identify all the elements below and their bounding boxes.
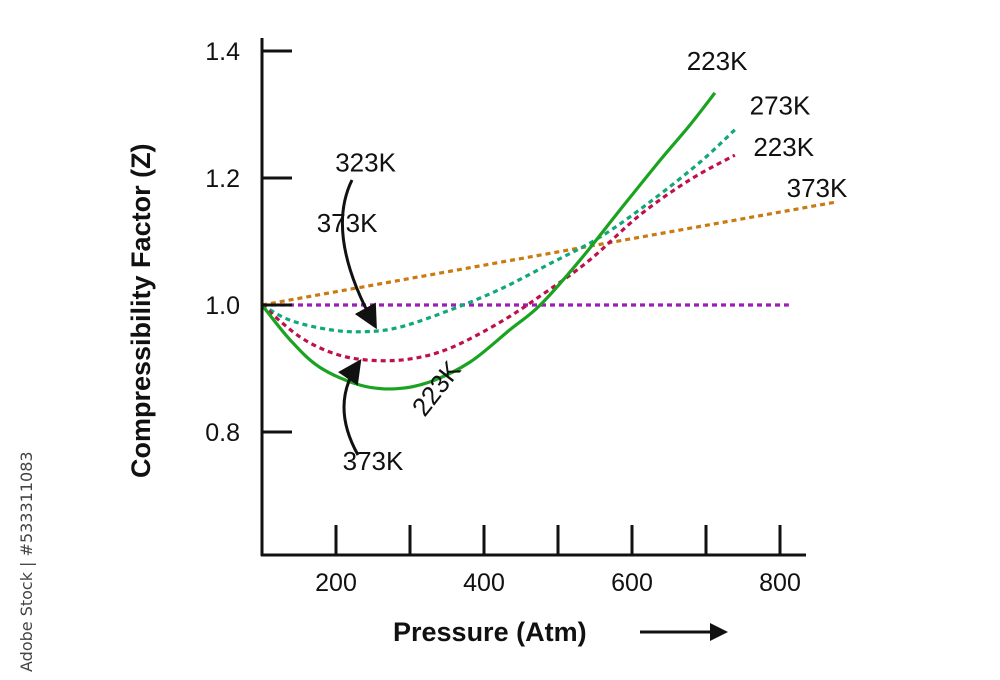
annotation-label-273k: 273K — [750, 91, 811, 121]
y-tick-label: 0.8 — [205, 419, 240, 447]
annotation-label-323k: 323K — [335, 148, 396, 178]
series-line-223k-4 — [260, 91, 717, 391]
series-layer — [260, 91, 836, 391]
x-tick-label: 600 — [611, 569, 653, 597]
y-tick-label: 1.0 — [205, 292, 240, 320]
annotation-label-223k: 223K — [687, 46, 748, 76]
annotation-label-373k: 373K — [317, 208, 378, 238]
arrow-323k — [340, 179, 377, 330]
x-tick-label: 400 — [463, 569, 505, 597]
annotation-label-223k: 223K — [406, 355, 467, 422]
watermark: Adobe Stock | #533311083 — [17, 451, 36, 672]
series-line-273k-2 — [261, 128, 736, 334]
annotation-label-223k: 223K — [753, 132, 814, 162]
annotation-label-373k: 373K — [787, 173, 848, 203]
y-tick-label: 1.4 — [205, 38, 240, 66]
y-axis-title: Compressibility Factor (Z) — [126, 143, 156, 478]
arrow-373k — [337, 359, 362, 456]
y-tick-label: 1.2 — [205, 165, 240, 193]
x-axis-title: Pressure (Atm) — [393, 617, 587, 647]
axes — [260, 38, 806, 557]
series-line-373k-1 — [261, 200, 836, 307]
series-line-223k-3 — [260, 153, 736, 363]
annotation-label-373k: 373K — [343, 446, 404, 476]
x-tick-label: 200 — [315, 569, 357, 597]
ticks-layer: 1.4 1.2 1.0 0.8 200 400 600 800 — [205, 38, 801, 597]
x-tick-label: 800 — [759, 569, 801, 597]
annotation-arrows — [337, 179, 377, 456]
